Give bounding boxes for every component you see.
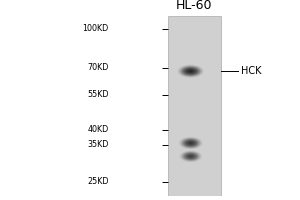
Text: 40KD: 40KD (88, 125, 109, 134)
Ellipse shape (188, 155, 194, 158)
Ellipse shape (186, 141, 195, 145)
Ellipse shape (182, 151, 200, 161)
Text: 25KD: 25KD (87, 177, 109, 186)
Ellipse shape (179, 150, 202, 162)
Ellipse shape (178, 65, 203, 77)
Text: 100KD: 100KD (82, 24, 109, 33)
Ellipse shape (179, 66, 202, 77)
Ellipse shape (188, 142, 193, 144)
Ellipse shape (184, 140, 197, 147)
Ellipse shape (185, 140, 196, 146)
Text: 55KD: 55KD (87, 90, 109, 99)
Bar (168, 16, 220, 196)
Ellipse shape (181, 66, 200, 76)
Ellipse shape (181, 138, 201, 148)
Ellipse shape (189, 71, 192, 72)
Ellipse shape (186, 154, 196, 159)
Text: HL-60: HL-60 (176, 0, 212, 12)
Ellipse shape (180, 137, 202, 149)
Ellipse shape (180, 151, 201, 162)
Ellipse shape (190, 156, 192, 157)
Ellipse shape (189, 155, 193, 157)
Ellipse shape (187, 69, 194, 73)
Ellipse shape (182, 152, 199, 161)
Ellipse shape (182, 138, 200, 148)
Ellipse shape (188, 70, 193, 72)
Text: 70KD: 70KD (88, 63, 109, 72)
Ellipse shape (183, 68, 198, 75)
Ellipse shape (178, 137, 203, 150)
Ellipse shape (182, 67, 199, 75)
Ellipse shape (184, 68, 197, 74)
Ellipse shape (184, 152, 198, 160)
Ellipse shape (184, 153, 197, 160)
Ellipse shape (187, 154, 195, 158)
Ellipse shape (183, 139, 198, 147)
Text: 35KD: 35KD (88, 140, 109, 149)
Ellipse shape (190, 142, 192, 144)
Text: HCK: HCK (241, 66, 262, 76)
Ellipse shape (177, 64, 204, 78)
Ellipse shape (188, 141, 194, 145)
Ellipse shape (186, 69, 196, 74)
